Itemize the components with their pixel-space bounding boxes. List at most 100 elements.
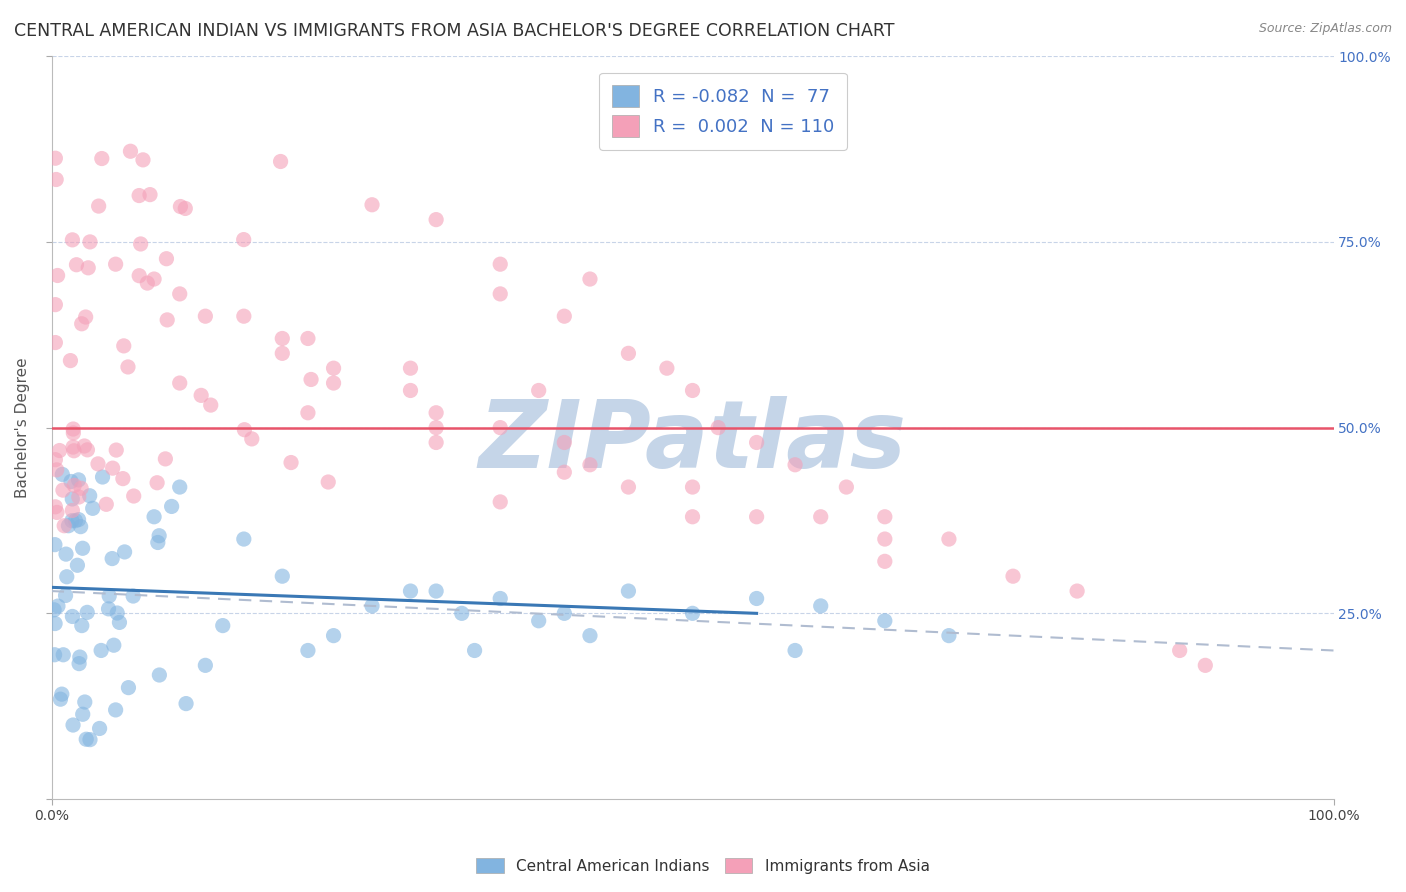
Point: [108, 615, 131, 630]
Point: [70, 618, 93, 632]
Point: [60, 475, 83, 489]
Point: [52, 648, 75, 662]
Point: [62, 422, 84, 436]
Point: [65, 258, 87, 272]
Point: [75, 732, 97, 747]
Point: [579, 629, 602, 643]
Point: [527, 384, 550, 398]
Point: [425, 420, 447, 434]
Point: [271, 331, 294, 345]
Point: [53, 518, 76, 533]
Point: [77, 260, 100, 275]
Point: [51, 687, 73, 701]
Point: [682, 607, 704, 621]
Point: [82, 501, 104, 516]
Point: [579, 458, 602, 472]
Point: [232, 532, 254, 546]
Point: [63, 443, 86, 458]
Point: [527, 614, 550, 628]
Point: [66, 558, 89, 573]
Point: [69, 650, 91, 665]
Point: [62, 425, 84, 440]
Point: [60, 514, 83, 528]
Point: [579, 272, 602, 286]
Point: [128, 188, 150, 202]
Point: [143, 509, 166, 524]
Point: [835, 480, 858, 494]
Point: [104, 257, 127, 271]
Point: [76, 606, 98, 620]
Point: [316, 475, 339, 489]
Point: [361, 599, 384, 613]
Point: [322, 629, 344, 643]
Point: [44, 648, 66, 662]
Point: [489, 591, 512, 606]
Point: [143, 272, 166, 286]
Point: [148, 668, 170, 682]
Point: [59, 353, 82, 368]
Point: [169, 480, 191, 494]
Point: [425, 406, 447, 420]
Point: [425, 435, 447, 450]
Point: [132, 153, 155, 167]
Point: [155, 252, 177, 266]
Point: [122, 589, 145, 603]
Point: [87, 457, 110, 471]
Point: [211, 618, 233, 632]
Point: [553, 465, 575, 479]
Point: [174, 697, 197, 711]
Point: [72, 541, 94, 556]
Point: [103, 638, 125, 652]
Point: [55, 547, 77, 561]
Point: [873, 614, 896, 628]
Point: [682, 480, 704, 494]
Point: [399, 584, 422, 599]
Point: [70, 481, 93, 495]
Point: [128, 268, 150, 283]
Point: [105, 443, 128, 458]
Point: [63, 478, 86, 492]
Point: [617, 480, 640, 494]
Point: [117, 359, 139, 374]
Point: [361, 198, 384, 212]
Text: ZIPatlas: ZIPatlas: [478, 396, 907, 489]
Point: [169, 376, 191, 390]
Point: [75, 310, 97, 324]
Point: [73, 695, 96, 709]
Point: [271, 569, 294, 583]
Point: [51, 467, 73, 482]
Point: [122, 489, 145, 503]
Point: [938, 532, 960, 546]
Point: [44, 616, 66, 631]
Point: [489, 286, 512, 301]
Point: [617, 346, 640, 360]
Point: [707, 420, 730, 434]
Point: [44, 298, 66, 312]
Point: [174, 202, 197, 216]
Point: [90, 152, 112, 166]
Point: [117, 681, 139, 695]
Y-axis label: Bachelor's Degree: Bachelor's Degree: [15, 358, 30, 498]
Point: [101, 461, 124, 475]
Point: [299, 372, 322, 386]
Point: [553, 607, 575, 621]
Point: [682, 384, 704, 398]
Text: CENTRAL AMERICAN INDIAN VS IMMIGRANTS FROM ASIA BACHELOR'S DEGREE CORRELATION CH: CENTRAL AMERICAN INDIAN VS IMMIGRANTS FR…: [14, 22, 894, 40]
Point: [67, 513, 90, 527]
Legend: Central American Indians, Immigrants from Asia: Central American Indians, Immigrants fro…: [470, 852, 936, 880]
Point: [682, 509, 704, 524]
Point: [114, 545, 136, 559]
Point: [76, 442, 98, 457]
Point: [67, 473, 90, 487]
Point: [200, 398, 222, 412]
Point: [120, 145, 142, 159]
Point: [148, 529, 170, 543]
Point: [67, 490, 90, 504]
Point: [810, 599, 832, 613]
Legend: R = -0.082  N =  77, R =  0.002  N = 110: R = -0.082 N = 77, R = 0.002 N = 110: [599, 72, 846, 150]
Point: [1194, 658, 1216, 673]
Point: [45, 172, 67, 186]
Point: [783, 643, 806, 657]
Point: [62, 440, 84, 454]
Point: [67, 657, 90, 671]
